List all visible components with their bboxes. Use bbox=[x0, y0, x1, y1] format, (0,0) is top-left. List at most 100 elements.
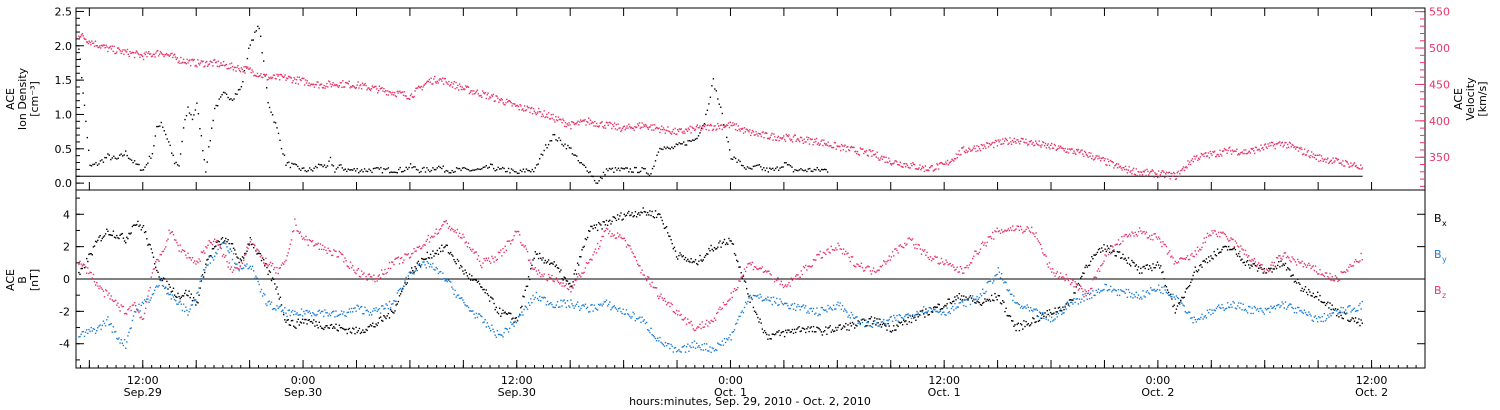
data-point-velocity bbox=[478, 95, 480, 97]
data-point-Bx bbox=[1205, 258, 1208, 260]
data-point-density bbox=[715, 90, 717, 92]
data-point-By bbox=[347, 311, 349, 313]
data-point-Bx bbox=[807, 326, 809, 328]
data-point-density bbox=[696, 137, 698, 140]
data-point-Bx bbox=[926, 312, 928, 314]
data-point-velocity bbox=[1061, 147, 1064, 149]
data-point-Bx bbox=[394, 310, 396, 312]
data-point-By bbox=[273, 308, 275, 310]
data-point-velocity bbox=[775, 139, 777, 141]
data-point-density bbox=[243, 70, 246, 72]
data-point-density bbox=[405, 166, 407, 169]
data-point-velocity bbox=[762, 131, 764, 133]
data-point-density bbox=[804, 169, 807, 171]
data-point-By bbox=[368, 314, 371, 316]
data-point-Bx bbox=[563, 276, 565, 278]
data-point-Bx bbox=[499, 307, 501, 309]
data-point-velocity bbox=[1240, 151, 1243, 154]
data-point-velocity bbox=[238, 68, 240, 70]
data-point-By bbox=[609, 301, 611, 303]
data-point-density bbox=[657, 151, 660, 153]
velocity-tick-label: 550 bbox=[1429, 6, 1450, 19]
data-point-Bz bbox=[166, 240, 168, 242]
data-point-Bx bbox=[366, 329, 368, 332]
data-point-density bbox=[558, 137, 560, 139]
data-point-density bbox=[294, 163, 296, 165]
data-point-Bx bbox=[906, 323, 908, 325]
data-point-Bz bbox=[477, 255, 480, 257]
data-point-velocity bbox=[819, 143, 821, 145]
data-point-Bz bbox=[552, 280, 554, 282]
data-point-Bx bbox=[259, 253, 262, 255]
data-point-Bx bbox=[943, 306, 945, 308]
data-point-By bbox=[1330, 315, 1332, 317]
data-point-By bbox=[1260, 307, 1262, 310]
data-point-density bbox=[433, 168, 436, 171]
data-point-By bbox=[1282, 303, 1284, 305]
data-point-velocity bbox=[186, 58, 188, 61]
data-point-velocity bbox=[1355, 164, 1357, 167]
data-point-velocity bbox=[637, 123, 639, 125]
data-point-density bbox=[90, 165, 93, 167]
data-point-Bx bbox=[387, 312, 390, 315]
data-point-Bx bbox=[247, 243, 249, 245]
data-point-Bx bbox=[384, 316, 386, 318]
data-point-density bbox=[553, 134, 556, 136]
data-point-Bz bbox=[379, 277, 382, 279]
data-point-density bbox=[576, 155, 578, 157]
data-point-velocity bbox=[760, 135, 763, 138]
data-point-By bbox=[732, 331, 735, 333]
data-point-Bx bbox=[111, 234, 113, 237]
data-point-velocity bbox=[342, 80, 344, 82]
data-point-velocity bbox=[807, 139, 809, 141]
data-point-density bbox=[420, 170, 422, 173]
data-point-velocity bbox=[640, 126, 642, 128]
data-point-Bz bbox=[163, 248, 166, 250]
data-point-Bx bbox=[1279, 266, 1281, 268]
data-point-velocity bbox=[938, 162, 941, 165]
data-point-By bbox=[407, 275, 410, 277]
data-point-By bbox=[163, 287, 166, 289]
data-point-velocity bbox=[1114, 165, 1116, 167]
data-point-Bx bbox=[1122, 253, 1124, 256]
data-point-velocity bbox=[105, 44, 107, 46]
data-point-By bbox=[1340, 306, 1342, 309]
data-point-Bx bbox=[881, 323, 884, 326]
data-point-velocity bbox=[582, 119, 585, 121]
data-point-Bx bbox=[1103, 244, 1105, 246]
data-point-velocity bbox=[1109, 159, 1112, 162]
data-point-By bbox=[667, 342, 669, 345]
data-point-density bbox=[647, 173, 649, 175]
data-point-velocity bbox=[860, 148, 862, 150]
data-point-velocity bbox=[642, 126, 644, 128]
data-point-Bz bbox=[94, 284, 97, 286]
data-point-By bbox=[334, 316, 336, 318]
data-point-By bbox=[957, 306, 959, 308]
data-point-By bbox=[1100, 290, 1102, 292]
data-point-Bx bbox=[484, 292, 486, 294]
data-point-Bz bbox=[447, 227, 450, 229]
data-point-velocity bbox=[359, 84, 361, 87]
data-point-velocity bbox=[531, 113, 534, 115]
data-point-Bx bbox=[1258, 267, 1260, 269]
data-point-velocity bbox=[444, 77, 446, 80]
data-point-By bbox=[1309, 313, 1311, 315]
data-point-Bz bbox=[306, 239, 308, 241]
data-point-Bx bbox=[592, 227, 594, 230]
data-point-Bz bbox=[98, 287, 100, 290]
data-point-Bz bbox=[397, 256, 400, 258]
data-point-By bbox=[149, 299, 151, 301]
data-point-By bbox=[659, 336, 661, 339]
data-point-Bz bbox=[608, 232, 610, 235]
data-point-Bx bbox=[525, 285, 528, 288]
data-point-Bx bbox=[595, 224, 598, 226]
data-point-By bbox=[631, 315, 633, 318]
data-point-density bbox=[122, 155, 124, 157]
data-point-Bz bbox=[752, 268, 755, 271]
data-point-density bbox=[819, 170, 821, 172]
data-point-Bz bbox=[107, 294, 109, 296]
data-point-Bx bbox=[1038, 319, 1041, 322]
data-point-velocity bbox=[1010, 141, 1012, 143]
data-point-velocity bbox=[972, 147, 975, 149]
data-point-By bbox=[1294, 307, 1297, 310]
